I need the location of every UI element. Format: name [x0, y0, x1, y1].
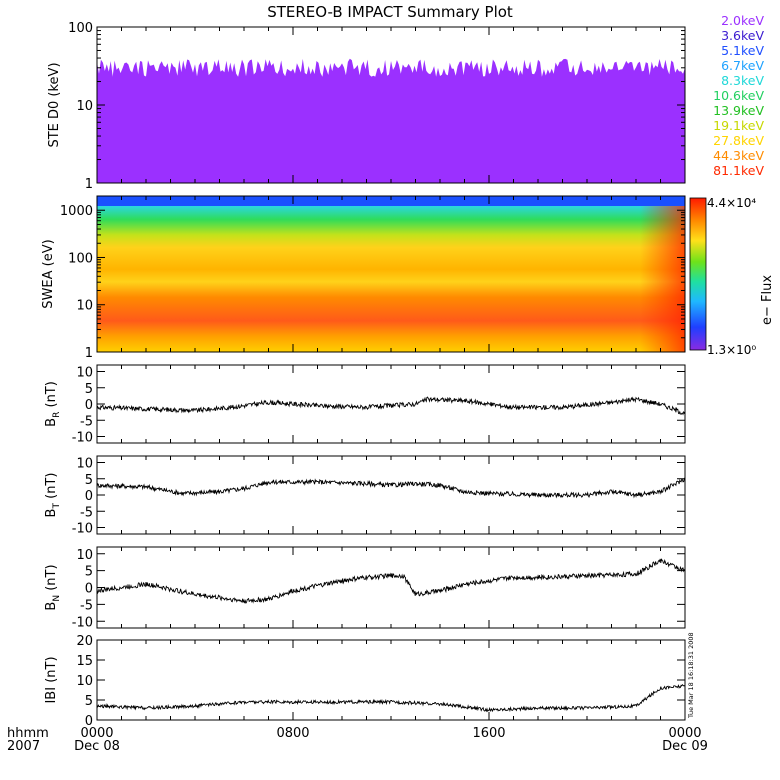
bn-ytick-label: -10 [72, 615, 93, 630]
x-tick-date: Dec 09 [662, 739, 708, 754]
swea-ytick-label: 1000 [60, 204, 93, 219]
timestamp: Tue Mar 18 16:18:31 2008 [687, 632, 695, 719]
legend-5.1keV: 5.1keV [721, 43, 764, 58]
legend-81.1keV: 81.1keV [713, 163, 764, 178]
ste-ytick-label: 100 [68, 21, 93, 36]
bn-ytick-label: 10 [76, 548, 93, 563]
swea-spectrogram-edge [640, 196, 685, 352]
bn-series-line [96, 558, 686, 605]
bn-frame [96, 546, 686, 629]
legend-10.6keV: 10.6keV [713, 88, 764, 103]
ste-panel: 1 10 100 STE D0 (keV) 2.0keV3.6keV5.1keV6.… [47, 13, 764, 192]
chart-title: STEREO-B IMPACT Summary Plot [267, 3, 513, 21]
bn-ytick-label: 5 [85, 565, 93, 580]
bn-ytick-label: -5 [80, 598, 93, 613]
ste-y-axis: 1 10 100 [68, 21, 685, 192]
swea-spectrogram [97, 196, 685, 352]
x-tick-date: Dec 08 [74, 739, 120, 754]
legend-6.7keV: 6.7keV [721, 58, 764, 73]
bmag-ytick-label: 15 [76, 654, 93, 669]
bt-ytick-label: 5 [85, 473, 93, 488]
legend-27.8keV: 27.8keV [713, 133, 764, 148]
bt-frame [96, 455, 686, 535]
x-left-label-year: 2007 [7, 739, 40, 754]
colorbar-title: e− Flux [760, 275, 775, 325]
bt-ytick-label: 0 [85, 489, 93, 504]
br-ytick-label: 0 [85, 398, 93, 413]
br-ylabel: BR (nT) [44, 381, 62, 427]
colorbar [689, 197, 707, 351]
colorbar-min-label: 1.3×10⁰ [707, 343, 756, 357]
swea-ytick-label: 10 [76, 299, 93, 314]
br-ytick-label: 10 [76, 366, 93, 381]
br-ytick-label: -10 [72, 431, 93, 446]
br-series-line [96, 396, 686, 416]
swea-y-axis: 1 10 100 1000 [60, 204, 685, 361]
bt-ytick-label: 10 [76, 457, 93, 472]
swea-ylabel: SWEA (eV) [41, 239, 56, 308]
bmag-panel: 20 15 10 5 0 IBI (nT) [44, 634, 686, 729]
br-ytick-label: -5 [80, 414, 93, 429]
colorbar-max-label: 4.4×10⁴ [707, 196, 756, 210]
ste-energy-bands [97, 58, 685, 183]
legend-44.3keV: 44.3keV [713, 148, 764, 163]
bmag-ylabel: IBI (nT) [44, 656, 59, 703]
legend-19.1keV: 19.1keV [713, 118, 764, 133]
swea-ytick-label: 100 [68, 251, 93, 266]
bt-ytick-label: -10 [72, 522, 93, 537]
bmag-frame [96, 639, 686, 721]
ste-band-2.0keV [97, 58, 685, 183]
bn-ylabel: BN (nT) [44, 564, 62, 610]
legend-3.6keV: 3.6keV [721, 28, 764, 43]
bmag-ytick-label: 20 [76, 634, 93, 649]
bn-ytick-label: 0 [85, 582, 93, 597]
bmag-ytick-label: 0 [85, 714, 93, 729]
bt-ytick-label: -5 [80, 505, 93, 520]
x-tick-time: 0000 [668, 726, 701, 741]
bt-series-line [96, 477, 686, 499]
swea-panel: 1 10 100 1000 SWEA (eV) 4.4×10⁴ 1.3×10⁰ e− … [41, 195, 775, 361]
bmag-ytick-label: 5 [85, 694, 93, 709]
x-left-label-hhmm: hhmm [7, 726, 49, 741]
br-ytick-label: 5 [85, 382, 93, 397]
x-tick-time: 0800 [276, 726, 309, 741]
bmag-ytick-label: 10 [76, 674, 93, 689]
ste-ytick-label: 10 [76, 99, 93, 114]
bmag-series-line [96, 683, 686, 713]
swea-top-band [97, 196, 685, 206]
bt-ylabel: BT (nT) [44, 473, 62, 518]
x-tick-time: 1600 [472, 726, 505, 741]
bn-panel: 10 5 0-5 -10 BN (nT) [44, 546, 686, 630]
ste-ytick-label: 1 [85, 177, 93, 192]
legend-13.9keV: 13.9keV [713, 103, 764, 118]
ste-ylabel: STE D0 (keV) [47, 62, 62, 147]
x-tick-time: 0000 [80, 726, 113, 741]
legend-8.3keV: 8.3keV [721, 73, 764, 88]
ste-legend: 2.0keV3.6keV5.1keV6.7keV8.3keV10.6keV13.… [713, 13, 764, 178]
swea-ytick-label: 1 [85, 346, 93, 361]
legend-2.0keV: 2.0keV [721, 13, 764, 28]
